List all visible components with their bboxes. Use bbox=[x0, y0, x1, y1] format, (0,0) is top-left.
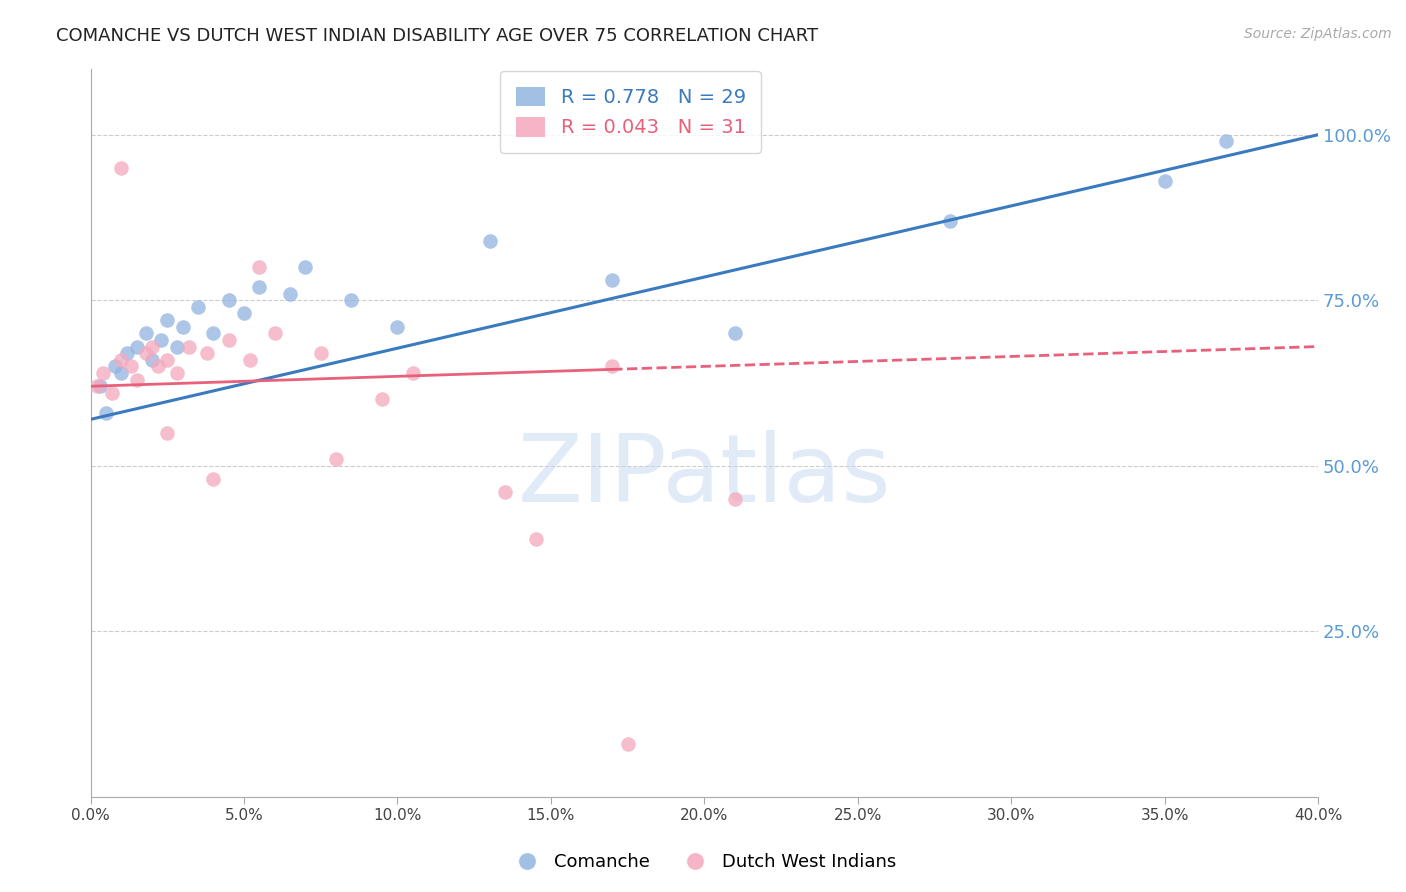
Point bbox=[89, 379, 111, 393]
Text: ZIPatlas: ZIPatlas bbox=[517, 430, 891, 523]
Point bbox=[600, 359, 623, 374]
Point bbox=[309, 346, 332, 360]
Point bbox=[141, 352, 163, 367]
Point bbox=[125, 373, 148, 387]
Point bbox=[278, 286, 301, 301]
Point bbox=[218, 293, 240, 308]
Point bbox=[120, 359, 142, 374]
Legend: Comanche, Dutch West Indians: Comanche, Dutch West Indians bbox=[502, 847, 904, 879]
Point bbox=[104, 359, 127, 374]
Point bbox=[91, 366, 114, 380]
Point bbox=[402, 366, 425, 380]
Point bbox=[202, 472, 225, 486]
Point bbox=[172, 319, 194, 334]
Point bbox=[724, 491, 747, 506]
Point bbox=[166, 366, 188, 380]
Point bbox=[325, 452, 347, 467]
Point bbox=[117, 346, 139, 360]
Point bbox=[125, 340, 148, 354]
Point bbox=[478, 234, 501, 248]
Point bbox=[202, 326, 225, 341]
Point bbox=[156, 313, 179, 327]
Point bbox=[371, 392, 394, 407]
Point bbox=[247, 260, 270, 274]
Point bbox=[1153, 174, 1175, 188]
Point bbox=[156, 425, 179, 440]
Point bbox=[110, 352, 132, 367]
Point bbox=[263, 326, 285, 341]
Point bbox=[724, 326, 747, 341]
Point bbox=[141, 340, 163, 354]
Point bbox=[247, 280, 270, 294]
Point bbox=[218, 333, 240, 347]
Point bbox=[156, 352, 179, 367]
Text: Source: ZipAtlas.com: Source: ZipAtlas.com bbox=[1244, 27, 1392, 41]
Point bbox=[616, 737, 638, 751]
Point bbox=[233, 306, 256, 320]
Point bbox=[146, 359, 169, 374]
Point bbox=[177, 340, 200, 354]
Point bbox=[1215, 134, 1237, 148]
Point bbox=[239, 352, 262, 367]
Point bbox=[524, 532, 547, 546]
Point bbox=[150, 333, 173, 347]
Point bbox=[101, 385, 124, 400]
Point bbox=[600, 273, 623, 287]
Point bbox=[187, 300, 209, 314]
Point bbox=[939, 214, 962, 228]
Text: COMANCHE VS DUTCH WEST INDIAN DISABILITY AGE OVER 75 CORRELATION CHART: COMANCHE VS DUTCH WEST INDIAN DISABILITY… bbox=[56, 27, 818, 45]
Point bbox=[494, 485, 516, 500]
Point bbox=[135, 326, 157, 341]
Point bbox=[135, 346, 157, 360]
Legend: R = 0.778   N = 29, R = 0.043   N = 31: R = 0.778 N = 29, R = 0.043 N = 31 bbox=[501, 71, 761, 153]
Point bbox=[110, 161, 132, 175]
Point bbox=[94, 406, 117, 420]
Point bbox=[340, 293, 363, 308]
Point bbox=[387, 319, 409, 334]
Point bbox=[110, 366, 132, 380]
Point bbox=[195, 346, 218, 360]
Point bbox=[294, 260, 316, 274]
Point bbox=[86, 379, 108, 393]
Point bbox=[166, 340, 188, 354]
